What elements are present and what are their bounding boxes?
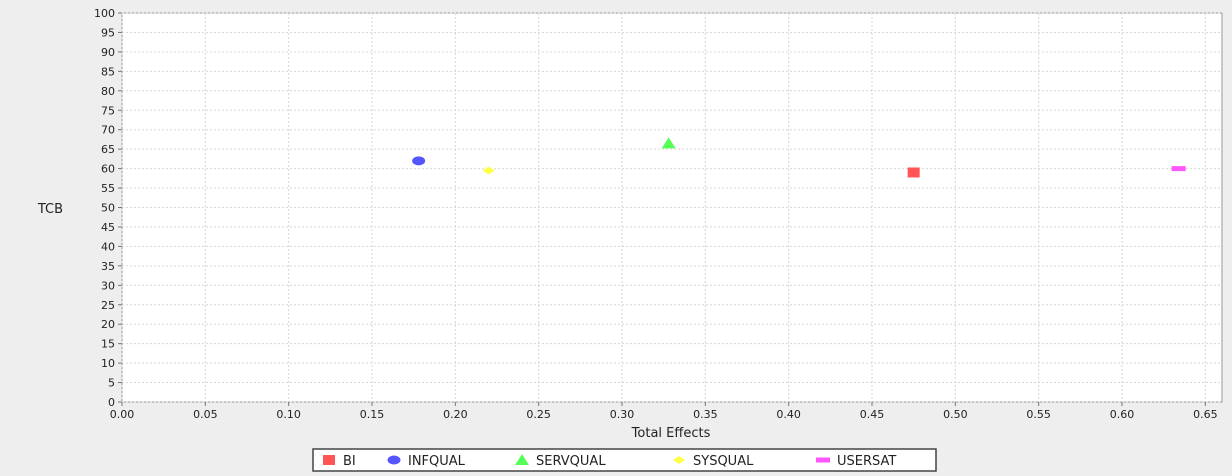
x-tick-label: 0.40 (776, 408, 801, 421)
x-tick-label: 0.25 (526, 408, 551, 421)
x-tick-label: 0.35 (693, 408, 718, 421)
legend-marker-usersat (816, 457, 830, 463)
y-tick-label: 5 (108, 377, 115, 390)
data-point-sysqual (482, 166, 495, 175)
legend-marker-bi (323, 455, 335, 465)
legend-label-servqual: SERVQUAL (536, 454, 606, 469)
legend-label-infqual: INFQUAL (408, 454, 466, 469)
legend-marker-infqual (387, 455, 401, 465)
y-tick-label: 65 (101, 143, 115, 156)
y-tick-label: 0 (108, 396, 115, 409)
y-axis-label: TCB (37, 202, 63, 217)
y-tick-label: 80 (101, 85, 115, 98)
data-point-servqual (661, 137, 676, 149)
y-tick-label: 15 (101, 338, 115, 351)
legend: BI INFQUAL SERVQUAL SYSQUAL USERSAT (312, 448, 937, 472)
x-axis-ticks: 0.00 0.05 0.10 0.15 0.20 0.25 0.30 0.35 0.40 0.45… (110, 402, 1218, 421)
x-tick-label: 0.15 (360, 408, 385, 421)
x-tick-label: 0.65 (1193, 408, 1218, 421)
legend-label-bi: BI (343, 454, 356, 469)
y-tick-label: 55 (101, 182, 115, 195)
legend-label-sysqual: SYSQUAL (693, 454, 754, 469)
data-point-usersat (1171, 166, 1186, 172)
x-axis-label: Total Effects (631, 426, 711, 441)
x-tick-label: 0.05 (193, 408, 218, 421)
y-tick-label: 75 (101, 104, 115, 117)
y-tick-label: 10 (101, 357, 115, 370)
y-tick-label: 90 (101, 46, 115, 59)
y-tick-label: 30 (101, 279, 115, 292)
x-tick-label: 0.10 (276, 408, 301, 421)
y-tick-label: 35 (101, 260, 115, 273)
data-points (412, 137, 1186, 178)
y-tick-label: 45 (101, 221, 115, 234)
x-tick-label: 0.50 (943, 408, 968, 421)
y-tick-label: 25 (101, 299, 115, 312)
y-tick-label: 40 (101, 240, 115, 253)
x-tick-label: 0.20 (443, 408, 468, 421)
grid (121, 12, 1222, 403)
x-tick-label: 0.45 (860, 408, 885, 421)
legend-marker-sysqual (673, 456, 685, 464)
x-tick-label: 0.30 (610, 408, 635, 421)
data-point-infqual (412, 156, 426, 166)
legend-box (312, 448, 937, 472)
y-tick-label: 60 (101, 163, 115, 176)
x-tick-label: 0.00 (110, 408, 135, 421)
y-axis-ticks: 0 5 10 15 20 25 30 35 40 45 50 55 60 65 70 75 80 85 90 95 10… (94, 7, 122, 409)
y-tick-label: 70 (101, 124, 115, 137)
y-tick-label: 85 (101, 65, 115, 78)
y-tick-label: 50 (101, 202, 115, 215)
x-tick-label: 0.60 (1110, 408, 1135, 421)
legend-marker-servqual (515, 454, 529, 465)
y-tick-label: 100 (94, 7, 115, 20)
data-point-bi (907, 167, 920, 178)
y-tick-label: 20 (101, 318, 115, 331)
y-tick-label: 95 (101, 26, 115, 39)
x-tick-label: 0.55 (1026, 408, 1051, 421)
legend-label-usersat: USERSAT (837, 454, 896, 469)
